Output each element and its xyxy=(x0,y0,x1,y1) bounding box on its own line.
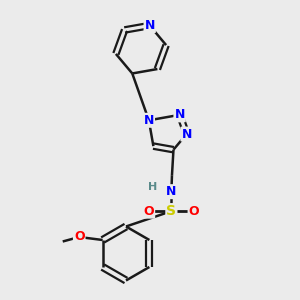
Text: N: N xyxy=(182,128,192,140)
Text: O: O xyxy=(74,230,85,244)
Text: N: N xyxy=(145,19,155,32)
Text: N: N xyxy=(166,185,177,198)
Text: N: N xyxy=(174,108,185,122)
Text: S: S xyxy=(167,204,176,218)
Text: H: H xyxy=(148,182,158,192)
Text: O: O xyxy=(144,205,154,218)
Text: N: N xyxy=(144,114,154,127)
Text: O: O xyxy=(189,205,199,218)
